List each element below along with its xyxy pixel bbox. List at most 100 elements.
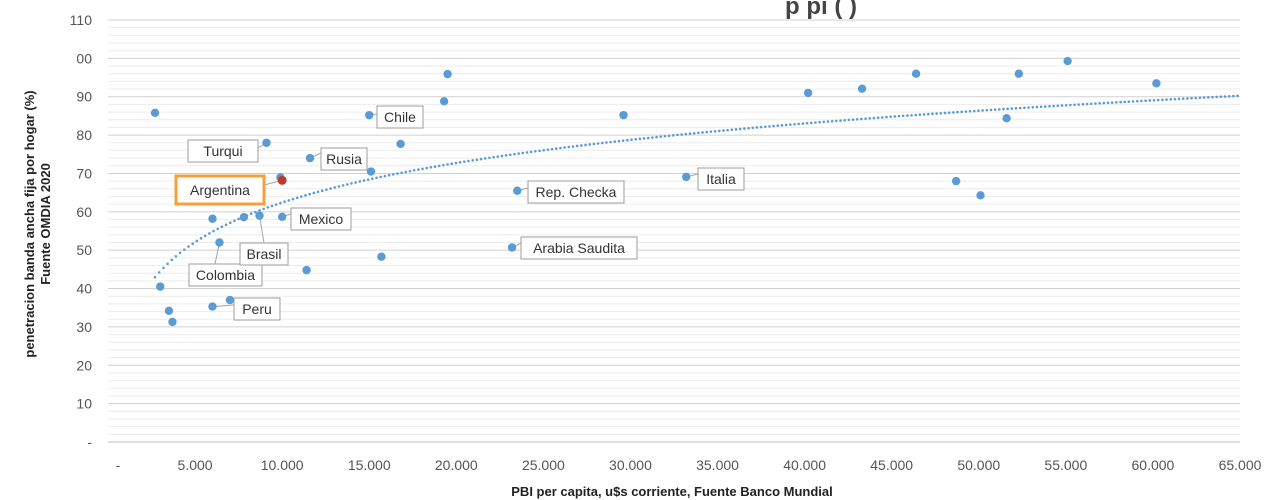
trendline-dot	[354, 181, 357, 184]
trendline-dot	[300, 195, 303, 198]
trendline-dot	[542, 148, 546, 152]
data-label: Peru	[242, 301, 272, 317]
trendline-dot	[1052, 104, 1055, 108]
trendline-dot	[153, 275, 157, 279]
trendline-dot	[885, 115, 888, 119]
trendline-dot	[1106, 101, 1110, 105]
trendline-dot	[588, 143, 592, 146]
trendline-dot	[1173, 97, 1177, 101]
x-axis-title: PBI per capita, u$s corriente, Fuente Ba…	[511, 484, 832, 499]
trendline-dot	[972, 109, 976, 113]
trendline-dot	[1073, 103, 1076, 107]
y-tick-label: -	[87, 434, 92, 450]
trendline-dot	[952, 111, 955, 114]
trendline-dot	[529, 150, 533, 154]
trendline-dot	[375, 176, 378, 180]
label-box	[290, 207, 352, 231]
trendline-dot	[985, 108, 989, 112]
trendline-dot	[943, 111, 947, 115]
x-tick-label: 50.000	[957, 457, 1000, 473]
trendline-dot	[212, 229, 215, 233]
x-tick-label: 45.000	[870, 457, 913, 473]
trendline-dot	[918, 113, 922, 116]
trendline-dot	[571, 145, 575, 148]
trendline-dot	[797, 122, 800, 126]
data-point	[164, 306, 174, 315]
trendline-dot	[906, 114, 909, 117]
data-labels: Peru Colombia Brasil Turqui Argentina Mexico R…	[174, 105, 745, 321]
data-point	[857, 84, 867, 93]
trendline-dot	[371, 177, 374, 181]
trendline-dot	[584, 143, 587, 147]
trendline-dot	[329, 187, 332, 190]
x-tick-label: 30.000	[609, 457, 652, 473]
data-label: Mexico	[299, 211, 344, 227]
trendline-dot	[722, 129, 725, 132]
y-axis-title-line-1: penetracion banda ancha fija por hogar (…	[22, 90, 37, 357]
trendline-dot	[947, 111, 951, 114]
trendline-dot	[291, 197, 295, 201]
trendline-dot	[1115, 101, 1118, 104]
trendline-dot	[1165, 98, 1168, 101]
trendline-dot	[889, 115, 892, 119]
trendline-dot	[688, 132, 692, 135]
trendline-dot	[730, 128, 734, 132]
y-tick-label: 50	[76, 242, 92, 258]
data-point	[1002, 114, 1011, 123]
data-point	[951, 176, 961, 186]
trendline-dot	[897, 114, 901, 118]
data-point	[803, 88, 813, 98]
trendline-dot	[676, 133, 679, 137]
label-box	[376, 105, 424, 129]
trendline-dot	[626, 138, 629, 142]
trendline-dot	[1102, 101, 1106, 105]
trendline-dot	[780, 124, 784, 127]
trendline-dot	[404, 170, 408, 174]
trendline-dot	[855, 117, 859, 121]
trendline-dot	[283, 200, 286, 204]
trendline-dot	[655, 135, 658, 139]
trendline-dot	[801, 122, 805, 125]
label-box	[239, 242, 289, 266]
highlight-label-box	[174, 174, 266, 206]
leader-line	[259, 215, 265, 244]
trendline-dot	[208, 232, 211, 235]
trendline-dot	[1031, 105, 1035, 109]
trendline-dot	[442, 163, 445, 167]
trendline-dot	[195, 239, 199, 243]
trendline-dot	[600, 141, 604, 145]
trendline-dot	[295, 196, 299, 200]
trendline-dot	[249, 212, 253, 216]
trendline-dot	[559, 146, 562, 150]
trendline-dot	[964, 110, 968, 113]
trendline-dot	[835, 119, 838, 123]
trendline-dot	[554, 147, 558, 150]
label-box	[187, 139, 259, 163]
trendline-dot	[1089, 102, 1093, 106]
x-tick-label: 55.000	[1044, 457, 1087, 473]
trendline-dot	[1006, 107, 1009, 111]
trendline-dot	[789, 123, 792, 126]
trendline-dot	[488, 156, 491, 160]
trendline-dot	[199, 237, 203, 240]
trendline-dot	[1219, 95, 1223, 99]
trendline-dot	[717, 129, 721, 133]
data-point	[619, 110, 628, 120]
trendline-dot	[1002, 107, 1005, 111]
data-point	[911, 69, 921, 78]
x-tick-label: 25.000	[522, 457, 565, 473]
trendline-dot	[492, 155, 495, 159]
trendline-dot	[500, 154, 504, 158]
trendline-dot	[254, 210, 257, 214]
trendline-dot	[567, 145, 571, 149]
trendline-dot	[1127, 100, 1131, 103]
trendline-dot	[755, 126, 759, 129]
label-box	[697, 167, 745, 191]
trendline-dot	[646, 136, 650, 140]
data-point	[208, 214, 217, 223]
label-box	[520, 236, 638, 260]
data-point	[396, 139, 405, 149]
trendline-dot	[1048, 104, 1051, 108]
label-box	[320, 147, 368, 171]
trendline-dot	[1081, 102, 1085, 106]
